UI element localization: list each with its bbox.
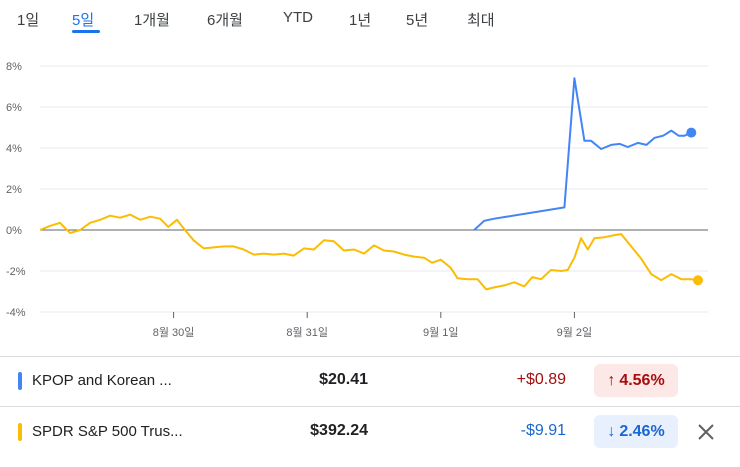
tab-max[interactable]: 최대 bbox=[467, 12, 495, 29]
y-tick-label: 4% bbox=[6, 143, 22, 155]
fund-price: $20.41 bbox=[319, 371, 368, 388]
price-change: -$9.91 bbox=[520, 422, 566, 439]
series-end-dot-1 bbox=[692, 275, 703, 286]
tab-6m[interactable]: 6개월 bbox=[207, 12, 243, 29]
series-line-0 bbox=[473, 77, 692, 231]
x-tick-label: 9월 1일 bbox=[423, 325, 459, 339]
percent-change-badge: ↓ 2.46% bbox=[594, 415, 678, 448]
line-chart: 8% 6% 4% 2% 0% -2% -4% 8월 30일 8월 31일 9월 1일 9월 2일 bbox=[6, 61, 708, 339]
active-tab-indicator bbox=[72, 30, 100, 33]
y-tick-label: 0% bbox=[6, 225, 22, 237]
percent-change: 2.46% bbox=[619, 422, 665, 440]
fund-price: $392.24 bbox=[310, 422, 368, 439]
x-tick-label: 8월 30일 bbox=[153, 325, 195, 339]
percent-change: 4.56% bbox=[619, 371, 665, 389]
percent-change-badge: ↑ 4.56% bbox=[594, 364, 678, 397]
tab-1y[interactable]: 1년 bbox=[349, 12, 372, 29]
series-line-1 bbox=[39, 213, 699, 291]
tab-5d[interactable]: 5일 bbox=[72, 12, 95, 29]
time-range-tabs: 1일 5일 1개월 6개월 YTD 1년 5년 최대 bbox=[0, 0, 740, 40]
fund-name: SPDR S&P 500 Trus... bbox=[32, 423, 183, 440]
comparison-row-spdr[interactable]: SPDR S&P 500 Trus... $392.24 -$9.91 ↓ 2.… bbox=[0, 407, 740, 457]
tab-1m[interactable]: 1개월 bbox=[134, 12, 170, 29]
row-divider bbox=[0, 356, 740, 357]
y-tick-label: 6% bbox=[6, 102, 22, 114]
fund-name: KPOP and Korean ... bbox=[32, 372, 172, 389]
x-tick-label: 9월 2일 bbox=[557, 325, 593, 339]
y-tick-label: 8% bbox=[6, 61, 22, 73]
y-tick-label: 2% bbox=[6, 184, 22, 196]
y-tick-label: -4% bbox=[6, 307, 26, 319]
series-color-swatch bbox=[18, 372, 22, 390]
comparison-row-kpop[interactable]: KPOP and Korean ... $20.41 +$0.89 ↑ 4.56… bbox=[0, 356, 740, 406]
y-tick-label: -2% bbox=[6, 266, 26, 278]
close-icon[interactable] bbox=[696, 422, 716, 442]
series-end-dot-0 bbox=[686, 127, 697, 138]
price-change: +$0.89 bbox=[516, 371, 566, 388]
arrow-up-icon: ↑ bbox=[607, 371, 616, 389]
tab-5y[interactable]: 5년 bbox=[406, 12, 429, 29]
series-color-swatch bbox=[18, 423, 22, 441]
tab-1d[interactable]: 1일 bbox=[17, 12, 40, 29]
x-tick-label: 8월 31일 bbox=[286, 325, 328, 339]
arrow-down-icon: ↓ bbox=[607, 422, 616, 440]
row-divider bbox=[0, 406, 740, 407]
tab-ytd[interactable]: YTD bbox=[283, 9, 313, 26]
